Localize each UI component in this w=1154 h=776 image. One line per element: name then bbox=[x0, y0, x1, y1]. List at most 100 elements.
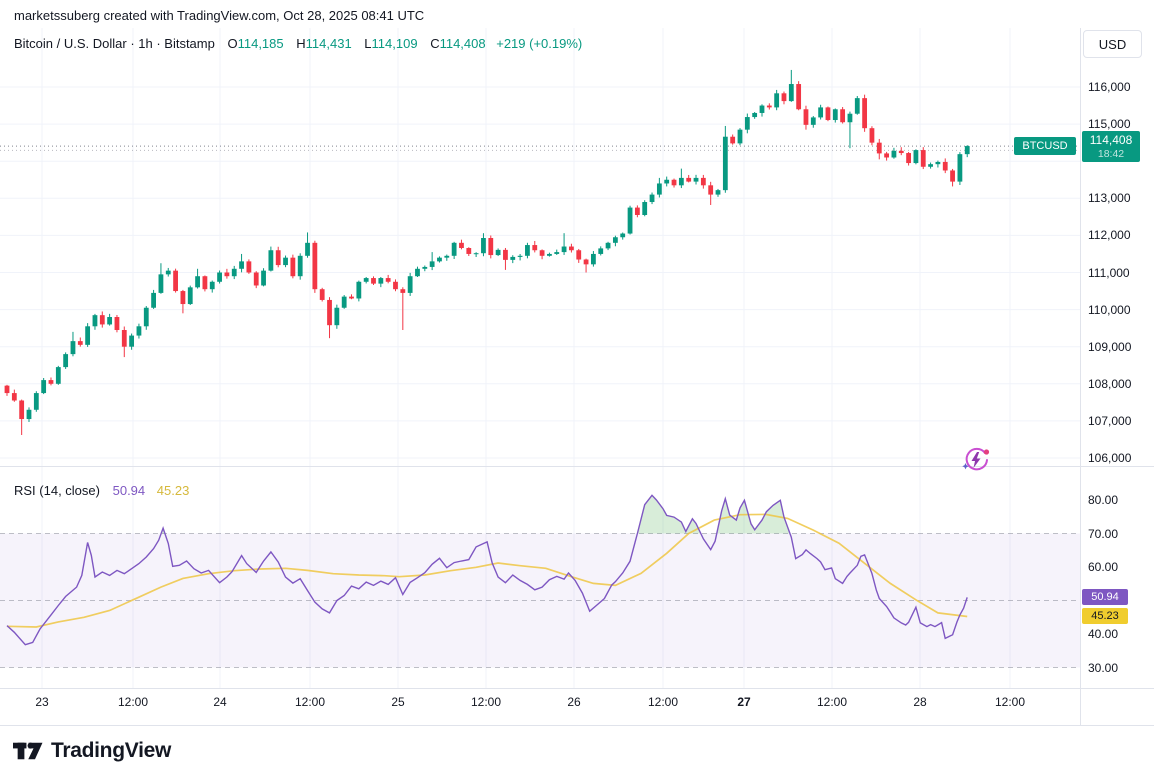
candle-body bbox=[290, 257, 296, 277]
rsi-axis-label: 70.00 bbox=[1088, 526, 1119, 541]
candle-body bbox=[393, 281, 398, 290]
tradingview-wordmark[interactable]: TradingView bbox=[51, 739, 172, 762]
candle-body bbox=[678, 177, 684, 186]
candle-body bbox=[55, 367, 61, 384]
candle-body bbox=[554, 252, 560, 254]
candle-body bbox=[151, 292, 156, 308]
price-axis-label: 112,000 bbox=[1088, 228, 1131, 243]
candle-body bbox=[224, 272, 230, 277]
candle-body bbox=[942, 161, 948, 171]
candle-body bbox=[510, 256, 516, 260]
candle-body bbox=[810, 117, 816, 125]
candle-body bbox=[598, 248, 604, 254]
candle-body bbox=[473, 253, 479, 255]
candle-body bbox=[268, 250, 274, 271]
time-axis-label: 12:00 bbox=[647, 695, 679, 709]
candle-body bbox=[92, 315, 98, 327]
rsi-axis-label: 40.00 bbox=[1088, 627, 1119, 641]
candle-body bbox=[495, 249, 501, 256]
time-axis-label: 27 bbox=[737, 695, 751, 709]
ohlc-close-value: 114,408 bbox=[439, 36, 486, 51]
candle-body bbox=[539, 250, 545, 256]
candle-body bbox=[363, 278, 369, 282]
time-axis-label: 12:00 bbox=[816, 695, 848, 709]
candle-body bbox=[143, 307, 149, 327]
candle-body bbox=[231, 268, 237, 277]
candle-body bbox=[876, 142, 882, 154]
change-value: +219 (+0.19%) bbox=[496, 36, 583, 51]
symbol-title[interactable]: Bitcoin / U.S. Dollar · 1h · Bitstamp bbox=[14, 36, 215, 51]
candle-body bbox=[136, 326, 142, 336]
rsi-line bbox=[6, 494, 968, 646]
panel-separator[interactable] bbox=[0, 466, 1154, 467]
candle-body bbox=[195, 276, 200, 288]
time-axis-label: 12:00 bbox=[117, 695, 149, 709]
candle-body bbox=[774, 93, 780, 108]
candle-body bbox=[869, 128, 875, 143]
candle-body bbox=[107, 317, 113, 325]
candle-body bbox=[41, 380, 47, 394]
footer-separator bbox=[0, 725, 1154, 726]
candle-body bbox=[591, 253, 596, 265]
candle-body bbox=[620, 233, 626, 238]
candle-body bbox=[114, 317, 120, 331]
rsi-ma-axis-badge: 45.23 bbox=[1082, 608, 1128, 625]
ohlc-high-label: H bbox=[296, 36, 306, 51]
price-axis-label: 111,000 bbox=[1088, 265, 1130, 280]
candle-body bbox=[854, 98, 860, 114]
candle-body bbox=[202, 276, 208, 290]
symbol-legend: Bitcoin / U.S. Dollar · 1h · Bitstamp O1… bbox=[14, 36, 582, 51]
candle-body bbox=[906, 153, 911, 164]
candle-body bbox=[253, 272, 259, 286]
candle-body bbox=[297, 255, 303, 277]
candle-body bbox=[26, 409, 32, 420]
last-price-value: 114,408 bbox=[1089, 133, 1133, 148]
candle-body bbox=[481, 237, 486, 254]
candle-body bbox=[77, 341, 83, 345]
rsi-axis-label: 80.00 bbox=[1088, 493, 1119, 507]
candle-body bbox=[517, 255, 523, 257]
ohlc-open-value: 114,185 bbox=[237, 36, 284, 51]
candle-body bbox=[759, 105, 765, 113]
candle-body bbox=[884, 153, 889, 158]
rsi-title[interactable]: RSI (14, close) bbox=[14, 483, 100, 498]
candle-body bbox=[832, 109, 838, 121]
currency-unit-button[interactable]: USD bbox=[1083, 30, 1142, 58]
rsi-axis-label: 60.00 bbox=[1088, 560, 1119, 574]
candle-body bbox=[583, 259, 589, 265]
rsi-ma-line bbox=[6, 513, 968, 628]
attribution-text: marketssuberg created with TradingView.c… bbox=[14, 8, 425, 23]
candle-body bbox=[950, 170, 955, 182]
candle-body bbox=[913, 150, 919, 164]
candle-body bbox=[766, 105, 772, 108]
candle-body bbox=[378, 278, 384, 284]
candle-body bbox=[488, 237, 494, 256]
rsi-overbought-fill bbox=[7, 495, 968, 534]
candle-body bbox=[4, 385, 10, 394]
candle-body bbox=[569, 246, 574, 251]
candle-body bbox=[796, 84, 802, 110]
candle-body bbox=[708, 185, 714, 195]
rsi-axis-badge: 50.94 bbox=[1082, 589, 1128, 606]
candle-body bbox=[371, 278, 376, 284]
candle-body bbox=[612, 237, 618, 243]
candle-body bbox=[187, 287, 193, 305]
candle-body bbox=[349, 296, 354, 299]
candle-body bbox=[356, 281, 362, 299]
candle-body bbox=[686, 177, 692, 182]
candle-body bbox=[781, 93, 787, 102]
tradingview-logo-icon[interactable] bbox=[13, 739, 43, 763]
candle-body bbox=[700, 177, 706, 186]
candle-body bbox=[547, 253, 552, 256]
candle-body bbox=[459, 242, 464, 249]
symbol-price-label-chip[interactable]: BTCUSD bbox=[1014, 137, 1076, 156]
candle-body bbox=[693, 177, 699, 182]
candle-body bbox=[715, 190, 721, 195]
candle-body bbox=[928, 164, 933, 167]
flash-reply-icon[interactable] bbox=[960, 444, 992, 476]
rsi-value: 50.94 bbox=[112, 483, 146, 498]
last-price-badge[interactable]: 114,408 18:42 bbox=[1082, 131, 1140, 163]
candle-body bbox=[173, 270, 178, 292]
price-axis-label: 115,000 bbox=[1088, 117, 1131, 132]
